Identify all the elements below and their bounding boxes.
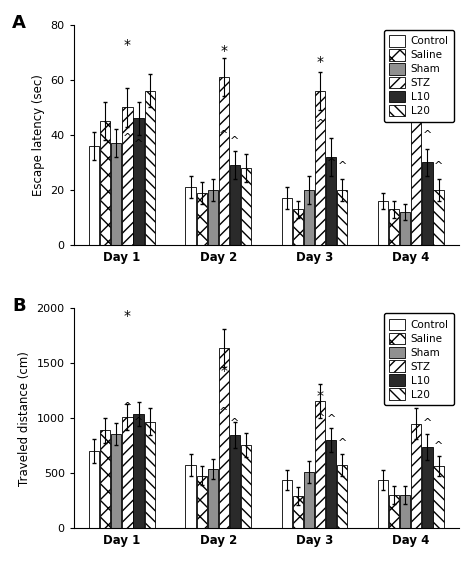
Bar [230, 435, 240, 528]
Text: *: * [220, 44, 227, 58]
Bar [89, 451, 100, 528]
Bar [378, 480, 388, 528]
Text: ^: ^ [327, 414, 336, 424]
Bar [208, 190, 218, 245]
Bar [337, 190, 347, 245]
Text: *: * [220, 364, 227, 378]
Bar [111, 434, 121, 528]
Text: ^: ^ [315, 413, 325, 423]
Bar [241, 445, 251, 528]
Text: ^: ^ [423, 418, 432, 428]
Text: ^: ^ [134, 139, 143, 149]
Bar [282, 480, 292, 528]
Text: ^: ^ [337, 438, 347, 448]
Bar [145, 422, 155, 528]
Legend: Control, Saline, Sham, STZ, L10, L20: Control, Saline, Sham, STZ, L10, L20 [383, 30, 454, 121]
Bar [122, 107, 133, 245]
Bar [293, 209, 303, 245]
Bar [122, 417, 133, 528]
Text: B: B [12, 297, 26, 315]
Bar [400, 212, 410, 245]
Bar [145, 91, 155, 245]
Bar [282, 198, 292, 245]
Text: ^: ^ [219, 407, 228, 417]
Bar [219, 77, 229, 245]
Text: ^: ^ [434, 441, 443, 451]
Bar [185, 187, 196, 245]
Text: A: A [12, 14, 26, 32]
Text: *: * [317, 389, 324, 403]
Text: ^: ^ [123, 133, 132, 143]
Text: ^: ^ [434, 161, 443, 171]
Bar [326, 441, 336, 528]
Text: ^: ^ [134, 417, 143, 427]
Y-axis label: Traveled distance (cm): Traveled distance (cm) [18, 351, 31, 486]
Bar [100, 430, 110, 528]
Bar [89, 146, 100, 245]
Bar [400, 495, 410, 528]
Bar [219, 348, 229, 528]
Bar [293, 496, 303, 528]
Bar [433, 190, 444, 245]
Bar [326, 157, 336, 245]
Y-axis label: Escape latency (sec): Escape latency (sec) [32, 74, 45, 196]
Bar [389, 209, 399, 245]
Legend: Control, Saline, Sham, STZ, L10, L20: Control, Saline, Sham, STZ, L10, L20 [383, 314, 454, 405]
Text: ^: ^ [219, 130, 228, 140]
Bar [422, 447, 433, 528]
Bar [411, 424, 421, 528]
Bar [304, 190, 314, 245]
Text: ^: ^ [337, 161, 347, 171]
Text: ^: ^ [123, 402, 132, 412]
Bar [422, 162, 433, 245]
Bar [315, 401, 325, 528]
Text: *: * [124, 309, 131, 323]
Bar [411, 102, 421, 245]
Bar [208, 469, 218, 528]
Text: ^: ^ [423, 130, 432, 140]
Bar [111, 143, 121, 245]
Bar [378, 201, 388, 245]
Text: *: * [124, 38, 131, 52]
Bar [197, 193, 207, 245]
Bar [100, 121, 110, 245]
Bar [315, 91, 325, 245]
Bar [304, 472, 314, 528]
Bar [230, 165, 240, 245]
Text: ^: ^ [327, 158, 336, 168]
Text: ^: ^ [315, 120, 325, 129]
Bar [197, 475, 207, 528]
Text: *: * [317, 55, 324, 69]
Bar [337, 465, 347, 528]
Bar [134, 119, 144, 245]
Bar [241, 168, 251, 245]
Bar [389, 495, 399, 528]
Bar [134, 414, 144, 528]
Text: ^: ^ [230, 418, 239, 428]
Text: ^: ^ [230, 136, 239, 146]
Bar [185, 465, 196, 528]
Bar [433, 466, 444, 528]
